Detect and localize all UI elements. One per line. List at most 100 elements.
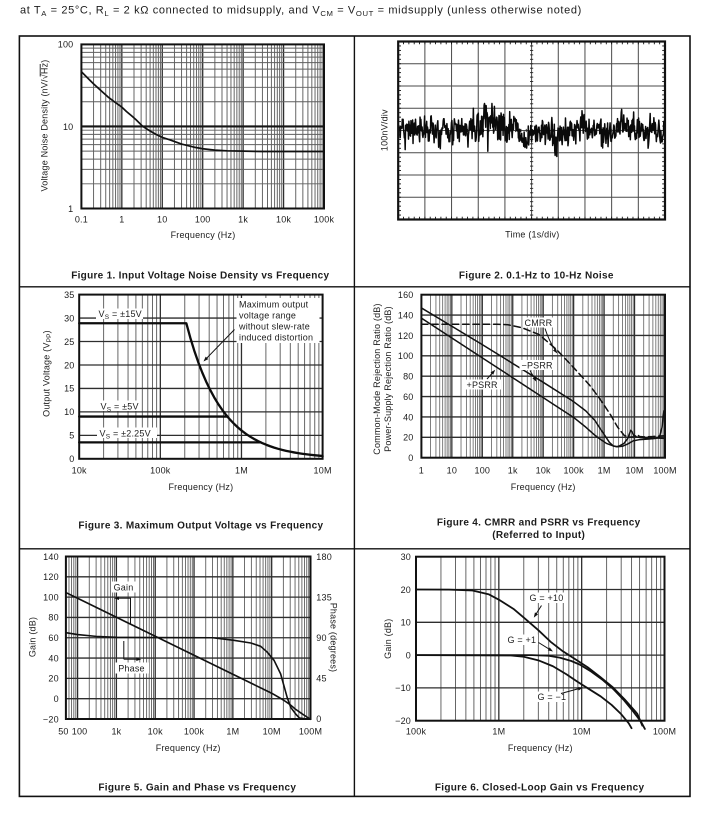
svg-text:100: 100 [72,727,88,737]
svg-text:Phase: Phase [118,664,145,674]
svg-text:10k: 10k [148,727,163,737]
svg-text:Figure 6. Closed-Loop Gain vs: Figure 6. Closed-Loop Gain vs Frequency [435,783,645,794]
svg-text:without slew-rate: without slew-rate [238,322,310,332]
svg-text:120: 120 [43,572,59,582]
svg-text:1: 1 [119,215,124,225]
svg-text:60: 60 [403,392,413,402]
svg-text:40: 40 [48,653,58,663]
svg-text:Figure 5. Gain and Phase vs Fr: Figure 5. Gain and Phase vs Frequency [98,783,296,794]
svg-text:1M: 1M [235,466,248,476]
svg-text:5: 5 [69,431,74,441]
svg-text:Voltage Noise Density (nV/√Hz): Voltage Noise Density (nV/√Hz) [40,60,50,192]
svg-text:80: 80 [48,613,58,623]
svg-text:100k: 100k [563,466,584,476]
svg-text:10M: 10M [263,727,281,737]
svg-text:1: 1 [68,204,73,214]
svg-text:Time (1s/div): Time (1s/div) [505,229,559,239]
svg-text:80: 80 [403,372,413,382]
svg-text:1M: 1M [598,466,611,476]
svg-text:Figure 2. 0.1-Hz to 10-Hz Nois: Figure 2. 0.1-Hz to 10-Hz Noise [459,271,614,282]
svg-text:VS = ±5V: VS = ±5V [101,402,139,414]
svg-text:0: 0 [69,454,74,464]
svg-text:30: 30 [401,552,411,562]
svg-text:10k: 10k [72,466,87,476]
svg-text:−PSRR: −PSRR [522,360,554,370]
svg-text:(Referred to Input): (Referred to Input) [492,530,585,541]
svg-text:0: 0 [54,694,59,704]
svg-text:0: 0 [316,714,321,724]
svg-text:Common-Mode Rejection Ratio (d: Common-Mode Rejection Ratio (dB) [372,303,382,454]
svg-text:140: 140 [398,310,414,320]
svg-text:25: 25 [64,337,74,347]
svg-text:Frequency (Hz): Frequency (Hz) [156,743,221,753]
svg-text:G = −1: G = −1 [538,692,567,702]
svg-text:Output Voltage (VPP): Output Voltage (VPP) [41,330,53,417]
svg-text:100M: 100M [299,727,322,737]
svg-text:10k: 10k [536,466,551,476]
svg-text:Figure 3. Maximum Output Volta: Figure 3. Maximum Output Voltage vs Freq… [78,521,323,532]
svg-text:20: 20 [48,674,58,684]
svg-text:100k: 100k [406,727,427,737]
svg-text:100: 100 [58,40,74,50]
svg-text:10: 10 [63,122,73,132]
svg-text:Frequency (Hz): Frequency (Hz) [508,743,573,753]
svg-text:Frequency (Hz): Frequency (Hz) [168,482,233,492]
svg-text:1: 1 [419,466,424,476]
svg-text:Frequency (Hz): Frequency (Hz) [171,230,236,240]
svg-text:100k: 100k [150,466,171,476]
svg-text:voltage range: voltage range [239,311,296,321]
svg-text:180: 180 [316,552,332,562]
svg-text:100nV/div: 100nV/div [380,109,390,151]
svg-text:Figure 1. Input Voltage Noise: Figure 1. Input Voltage Noise Density vs… [71,271,329,282]
svg-text:100k: 100k [314,215,335,225]
svg-text:CMRR: CMRR [525,318,553,328]
svg-text:at TA = 25°C, RL = 2 kΩ connec: at TA = 25°C, RL = 2 kΩ connected to mid… [20,5,582,18]
svg-text:Gain: Gain [114,583,134,593]
svg-text:1k: 1k [111,727,121,737]
svg-text:VS = ±15V: VS = ±15V [99,309,142,321]
svg-text:10: 10 [157,215,167,225]
svg-text:10M: 10M [314,466,332,476]
svg-text:100: 100 [195,215,211,225]
svg-text:Frequency (Hz): Frequency (Hz) [511,482,576,492]
svg-text:10k: 10k [276,215,291,225]
svg-text:15: 15 [64,384,74,394]
svg-text:100M: 100M [653,466,676,476]
svg-text:140: 140 [43,552,59,562]
svg-text:10: 10 [64,407,74,417]
svg-text:−20: −20 [395,716,411,726]
svg-text:VS = ±2.25V: VS = ±2.25V [100,429,151,441]
svg-text:100: 100 [474,466,490,476]
svg-text:90: 90 [316,633,326,643]
svg-text:40: 40 [403,412,413,422]
svg-text:Figure 4. CMRR and PSRR vs Fre: Figure 4. CMRR and PSRR vs Frequency [437,518,641,529]
svg-text:45: 45 [316,674,326,684]
svg-text:10M: 10M [625,466,643,476]
svg-text:10M: 10M [573,727,591,737]
svg-text:−10: −10 [395,683,411,693]
svg-text:0.1: 0.1 [75,215,88,225]
svg-text:1M: 1M [492,727,505,737]
svg-text:100: 100 [398,351,414,361]
svg-text:20: 20 [403,433,413,443]
svg-text:100: 100 [43,592,59,602]
svg-text:G = +10: G = +10 [530,593,564,603]
svg-text:20: 20 [64,360,74,370]
svg-text:60: 60 [48,633,58,643]
svg-text:50: 50 [58,727,68,737]
svg-text:0: 0 [406,650,411,660]
svg-text:100M: 100M [653,727,676,737]
svg-text:1M: 1M [226,727,239,737]
svg-text:160: 160 [398,290,414,300]
svg-text:G = +1: G = +1 [508,635,537,645]
svg-text:Gain (dB): Gain (dB) [383,619,393,659]
svg-text:Phase (degrees): Phase (degrees) [328,603,338,673]
svg-text:1k: 1k [238,215,248,225]
svg-text:Maximum output: Maximum output [239,300,309,310]
svg-text:30: 30 [64,313,74,323]
svg-text:+PSRR: +PSRR [467,380,499,390]
svg-text:20: 20 [401,585,411,595]
svg-text:10: 10 [401,618,411,628]
svg-text:−20: −20 [43,714,59,724]
svg-text:1k: 1k [508,466,518,476]
